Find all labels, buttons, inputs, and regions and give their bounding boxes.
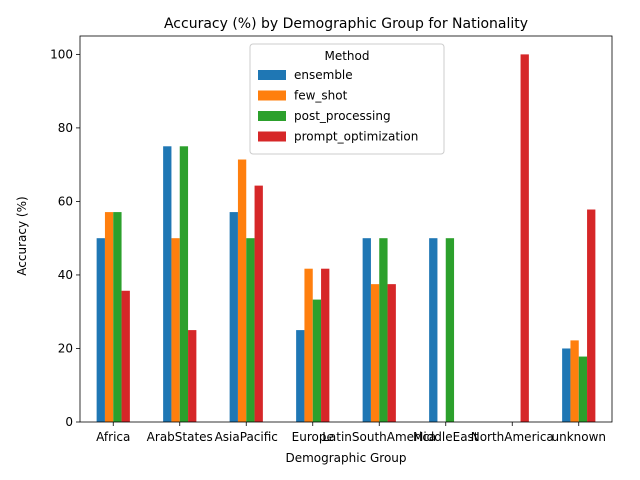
y-tick-label: 80	[58, 121, 73, 135]
x-tick-label: ArabStates	[147, 430, 213, 444]
bar-ensemble-MiddleEast	[429, 238, 438, 422]
y-tick-label: 0	[65, 415, 73, 429]
bar-ensemble-unknown	[562, 348, 571, 422]
legend-label-few_shot: few_shot	[294, 89, 348, 103]
bar-prompt_optimization-Africa	[121, 290, 130, 422]
x-tick-label: AsiaPacific	[215, 430, 278, 444]
bar-prompt_optimization-NorthAmerica	[520, 54, 529, 422]
legend: Method ensemble few_shot post_processingpro…	[249, 43, 445, 155]
y-tick-label: 60	[58, 194, 73, 208]
bar-ensemble-AsiaPacific	[229, 212, 238, 422]
legend-swatch-few_shot	[258, 90, 286, 101]
legend-swatch-prompt_optimization	[258, 131, 286, 142]
x-tick-label: MiddleEast	[413, 430, 479, 444]
bars-layer	[96, 54, 596, 423]
legend-label-post_processing: post_processing	[294, 109, 391, 123]
x-tick-label: LatinSouthAmerica	[322, 430, 436, 444]
legend-swatch-ensemble	[258, 70, 286, 80]
bar-prompt_optimization-AsiaPacific	[254, 185, 263, 422]
bar-post_processing-ArabStates	[179, 146, 189, 423]
x-tick-label: Europe	[292, 430, 334, 444]
bar-post_processing-MiddleEast	[445, 238, 455, 422]
bar-post_processing-Europe	[312, 299, 322, 422]
x-tick-label: Africa	[96, 430, 130, 444]
legend-swatch-post_processing	[258, 111, 286, 121]
y-tick-label: 40	[58, 268, 73, 282]
bar-few_shot-Europe	[304, 268, 313, 422]
legend-title: Method	[324, 49, 369, 63]
bar-ensemble-Africa	[96, 238, 105, 422]
bar-prompt_optimization-unknown	[587, 209, 596, 422]
bar-post_processing-LatinSouthAmerica	[379, 238, 388, 422]
x-tick-label: unknown	[551, 430, 606, 444]
chart-title: Accuracy (%) by Demographic Group for Na…	[164, 16, 528, 32]
bar-post_processing-unknown	[578, 356, 588, 422]
y-tick-label: 20	[58, 341, 73, 355]
bar-prompt_optimization-LatinSouthAmerica	[387, 284, 396, 422]
bar-few_shot-ArabStates	[171, 238, 180, 422]
legend-box	[249, 43, 445, 155]
bar-few_shot-LatinSouthAmerica	[370, 284, 380, 422]
bar-few_shot-unknown	[570, 340, 579, 422]
x-axis-label: Demographic Group	[285, 451, 406, 465]
legend-label-prompt_optimization: prompt_optimization	[294, 130, 418, 144]
bar-few_shot-Africa	[104, 212, 114, 422]
bar-ensemble-LatinSouthAmerica	[362, 238, 371, 422]
y-tick-label: 100	[50, 47, 73, 61]
bar-prompt_optimization-ArabStates	[188, 330, 197, 422]
bar-post_processing-AsiaPacific	[246, 238, 255, 422]
bar-few_shot-AsiaPacific	[237, 159, 247, 422]
x-tick-label: NorthAmerica	[471, 430, 554, 444]
bar-ensemble-ArabStates	[163, 146, 172, 423]
y-axis-label: Accuracy (%)	[15, 196, 29, 275]
legend-label-ensemble: ensemble	[294, 68, 353, 82]
axes-layer: 0 20 40 60 80 100 Africa ArabStates AsiaPacific E…	[50, 35, 613, 444]
bar-prompt_optimization-Europe	[321, 268, 330, 422]
bar-post_processing-Africa	[113, 212, 122, 422]
plot-frame	[79, 35, 613, 423]
bar-ensemble-Europe	[296, 330, 305, 422]
